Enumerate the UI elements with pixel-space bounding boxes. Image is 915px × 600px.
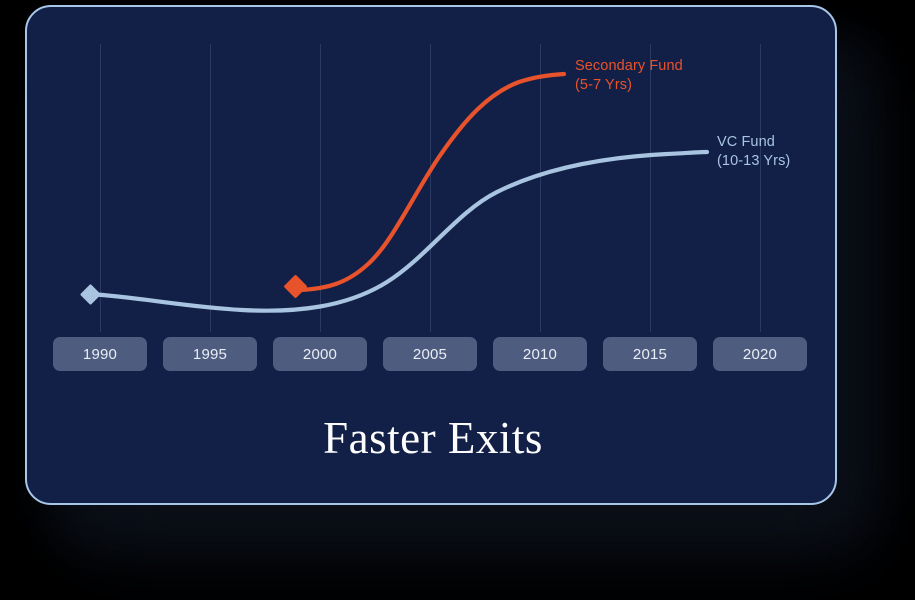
gridline-1995	[210, 44, 211, 332]
gridline-1990	[100, 44, 101, 332]
series-curves	[80, 71, 710, 313]
secondary-fund-start-marker	[284, 275, 307, 298]
year-chip-2015[interactable]: 2015	[603, 337, 697, 371]
year-chip-2005[interactable]: 2005	[383, 337, 477, 371]
gridline-2020	[760, 44, 761, 332]
year-chip-1995[interactable]: 1995	[163, 337, 257, 371]
gridline-2010	[540, 44, 541, 332]
vc-fund-line	[87, 149, 710, 313]
year-chip-1990[interactable]: 1990	[53, 337, 147, 371]
year-chip-2020[interactable]: 2020	[713, 337, 807, 371]
year-chip-2010[interactable]: 2010	[493, 337, 587, 371]
gridline-2015	[650, 44, 651, 332]
secondary-fund-line	[296, 71, 567, 293]
vc-fund-start-marker	[80, 284, 101, 305]
chart-title: Faster Exits	[323, 413, 543, 463]
secondary-fund-label: Secondary Fund (5-7 Yrs)	[575, 58, 683, 93]
chart-card: Secondary Fund (5-7 Yrs) VC Fund (10-13 …	[25, 5, 837, 505]
gridline-2000	[320, 44, 321, 332]
vc-fund-label: VC Fund (10-13 Yrs)	[717, 134, 791, 169]
x-axis-year-labels: 1990 1995 2000 2005 2010 2015 2020	[27, 337, 835, 377]
gridline-2005	[430, 44, 431, 332]
year-chip-2000[interactable]: 2000	[273, 337, 367, 371]
plot-area: Secondary Fund (5-7 Yrs) VC Fund (10-13 …	[27, 7, 835, 503]
